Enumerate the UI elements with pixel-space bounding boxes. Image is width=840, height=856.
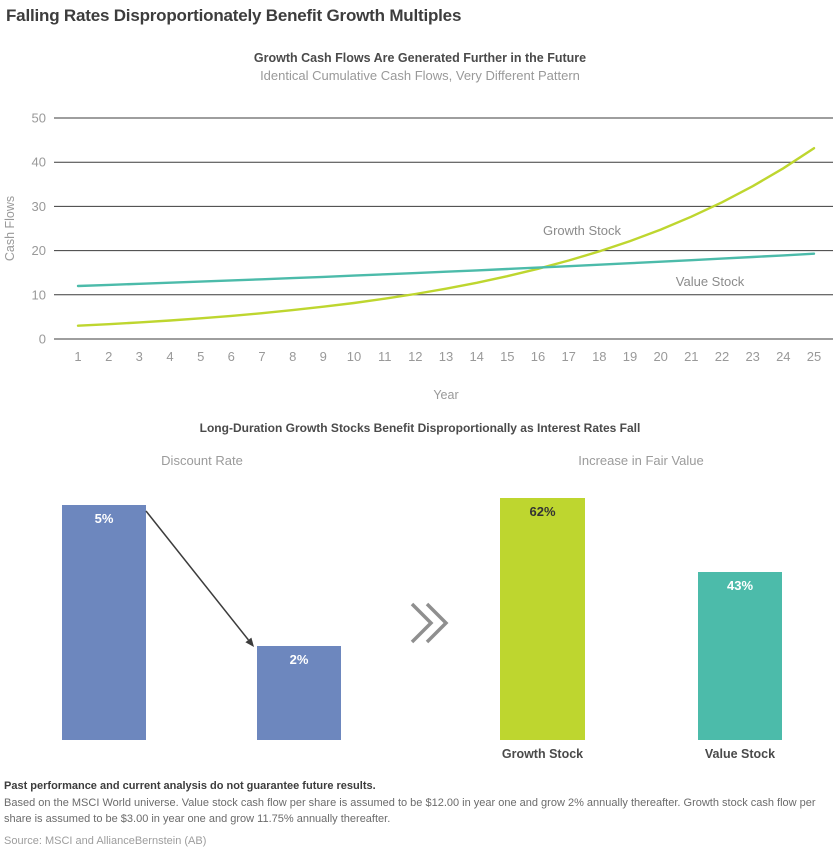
bar-discount-rate-5pct: 5% — [62, 505, 146, 740]
bar-fair-value-value: 43% — [698, 572, 782, 740]
disclaimer-text: Past performance and current analysis do… — [4, 780, 376, 792]
x-tick-label: 13 — [439, 349, 453, 364]
x-tick-label: 21 — [684, 349, 698, 364]
series-label-growth-stock: Growth Stock — [543, 223, 622, 238]
bar-value-label: 2% — [289, 652, 309, 667]
x-tick-label: 18 — [592, 349, 606, 364]
x-tick-label: 9 — [320, 349, 327, 364]
bar-value-label: 62% — [529, 504, 556, 520]
x-tick-label: 23 — [745, 349, 759, 364]
bar-discount-rate-2pct: 2% — [257, 646, 341, 740]
x-tick-label: 16 — [531, 349, 545, 364]
x-tick-label: 17 — [561, 349, 575, 364]
x-tick-label: 8 — [289, 349, 296, 364]
x-tick-label: 4 — [166, 349, 173, 364]
x-tick-label: 19 — [623, 349, 637, 364]
x-tick-label: 20 — [653, 349, 667, 364]
x-tick-label: 7 — [258, 349, 265, 364]
x-tick-label: 3 — [136, 349, 143, 364]
line-chart-subtitle: Identical Cumulative Cash Flows, Very Di… — [260, 68, 580, 83]
x-tick-label: 5 — [197, 349, 204, 364]
bar-value-label: 43% — [726, 578, 754, 594]
y-tick-label: 10 — [32, 287, 46, 302]
page-title: Falling Rates Disproportionately Benefit… — [6, 6, 462, 25]
series-line-value-stock — [76, 252, 816, 288]
x-tick-label: 11 — [378, 349, 392, 364]
x-tick-label: 24 — [776, 349, 790, 364]
double-chevron-icon — [410, 602, 449, 644]
value-stock-category-label: Value Stock — [704, 747, 776, 761]
x-axis-title: Year — [433, 388, 458, 402]
y-tick-label: 0 — [39, 332, 46, 347]
x-tick-label: 25 — [807, 349, 821, 364]
series-line-growth-stock — [76, 147, 816, 327]
y-tick-label: 50 — [32, 111, 46, 126]
bar-fair-value-growth: 62% — [500, 498, 585, 740]
falling-rate-arrow-icon — [145, 510, 254, 647]
methodology-note: Based on the MSCI World universe. Value … — [4, 797, 816, 825]
y-tick-label: 20 — [32, 243, 46, 258]
x-tick-label: 22 — [715, 349, 729, 364]
bar-value-label: 5% — [94, 511, 114, 526]
growth-stock-category-label: Growth Stock — [501, 747, 584, 761]
x-tick-label: 1 — [74, 349, 81, 364]
x-tick-label: 10 — [347, 349, 361, 364]
bar-chart-title: Long-Duration Growth Stocks Benefit Disp… — [199, 421, 641, 435]
x-tick-label: 6 — [228, 349, 235, 364]
line-chart-title: Growth Cash Flows Are Generated Further … — [253, 51, 587, 65]
x-tick-label: 2 — [105, 349, 112, 364]
y-tick-label: 40 — [32, 155, 46, 170]
source-attribution: Source: MSCI and AllianceBernstein (AB) — [4, 835, 207, 847]
y-axis-title: Cash Flows — [3, 196, 17, 261]
x-tick-label: 15 — [500, 349, 514, 364]
discount-rate-group-label: Discount Rate — [161, 453, 243, 468]
fair-value-group-label: Increase in Fair Value — [578, 453, 704, 468]
y-tick-label: 30 — [32, 199, 46, 214]
x-tick-label: 14 — [469, 349, 483, 364]
series-label-value-stock: Value Stock — [676, 274, 745, 289]
x-tick-label: 12 — [408, 349, 422, 364]
